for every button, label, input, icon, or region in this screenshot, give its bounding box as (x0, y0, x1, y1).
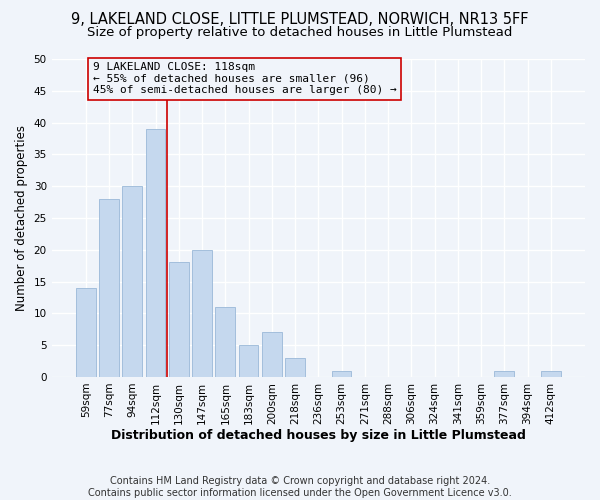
Bar (215, 307, 235, 377)
Text: Size of property relative to detached houses in Little Plumstead: Size of property relative to detached ho… (88, 26, 512, 39)
Bar (76, 288, 95, 377)
Bar (122, 186, 142, 377)
Bar (262, 332, 282, 377)
Bar (285, 358, 305, 377)
Text: 9 LAKELAND CLOSE: 118sqm
← 55% of detached houses are smaller (96)
45% of semi-d: 9 LAKELAND CLOSE: 118sqm ← 55% of detach… (93, 62, 397, 96)
Bar (239, 345, 259, 377)
Y-axis label: Number of detached properties: Number of detached properties (15, 125, 28, 311)
Text: 9, LAKELAND CLOSE, LITTLE PLUMSTEAD, NORWICH, NR13 5FF: 9, LAKELAND CLOSE, LITTLE PLUMSTEAD, NOR… (71, 12, 529, 28)
Text: Contains HM Land Registry data © Crown copyright and database right 2024.
Contai: Contains HM Land Registry data © Crown c… (88, 476, 512, 498)
Bar (494, 370, 514, 377)
Bar (169, 262, 188, 377)
X-axis label: Distribution of detached houses by size in Little Plumstead: Distribution of detached houses by size … (111, 430, 526, 442)
Bar (192, 250, 212, 377)
Bar (541, 370, 561, 377)
Bar (146, 129, 166, 377)
Bar (99, 199, 119, 377)
Bar (332, 370, 352, 377)
